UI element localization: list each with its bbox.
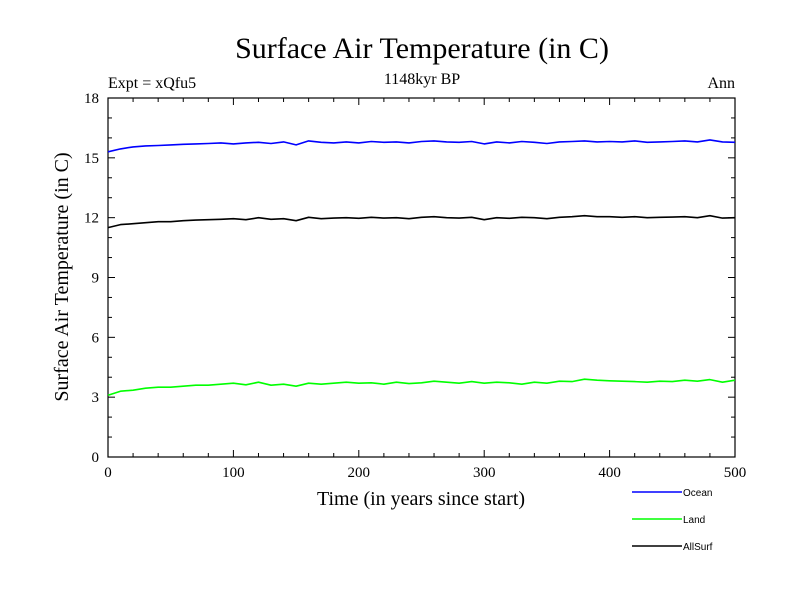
- y-tick-label: 0: [92, 450, 100, 466]
- series-line-allsurf: [107, 214, 736, 229]
- x-axis-label: Time (in years since start): [317, 488, 525, 510]
- y-tick-label: 18: [84, 91, 99, 107]
- x-tick-label: 0: [104, 465, 112, 481]
- y-tick-label: 9: [92, 271, 100, 287]
- chart-title: Surface Air Temperature (in C): [235, 32, 609, 65]
- series-line-ocean: [107, 139, 736, 153]
- series-layer: [107, 139, 736, 396]
- y-axis-label: Surface Air Temperature (in C): [51, 152, 73, 401]
- legend-label-ocean: Ocean: [683, 488, 712, 499]
- x-axis: 0 100 200 300 400 500: [104, 98, 746, 481]
- x-tick-label: 300: [473, 465, 496, 481]
- y-tick-label: 15: [84, 151, 99, 167]
- chart-subtitle: 1148kyr BP: [384, 71, 460, 88]
- y-tick-label: 12: [84, 211, 99, 227]
- legend-label-allsurf: AllSurf: [683, 542, 713, 553]
- y-tick-label: 6: [92, 330, 100, 346]
- series-line-land: [107, 378, 736, 396]
- x-tick-label: 200: [348, 465, 371, 481]
- x-tick-label: 400: [598, 465, 621, 481]
- legend-label-land: Land: [683, 515, 705, 526]
- y-tick-label: 3: [92, 390, 100, 406]
- experiment-label: Expt = xQfu5: [108, 75, 196, 92]
- plot-frame: [107, 97, 736, 458]
- x-tick-label: 100: [222, 465, 245, 481]
- y-axis: 0 3 6 9 12 15 18: [84, 91, 735, 466]
- season-label: Ann: [707, 75, 735, 92]
- legend: Ocean Land AllSurf: [632, 488, 713, 553]
- x-tick-label: 500: [724, 465, 747, 481]
